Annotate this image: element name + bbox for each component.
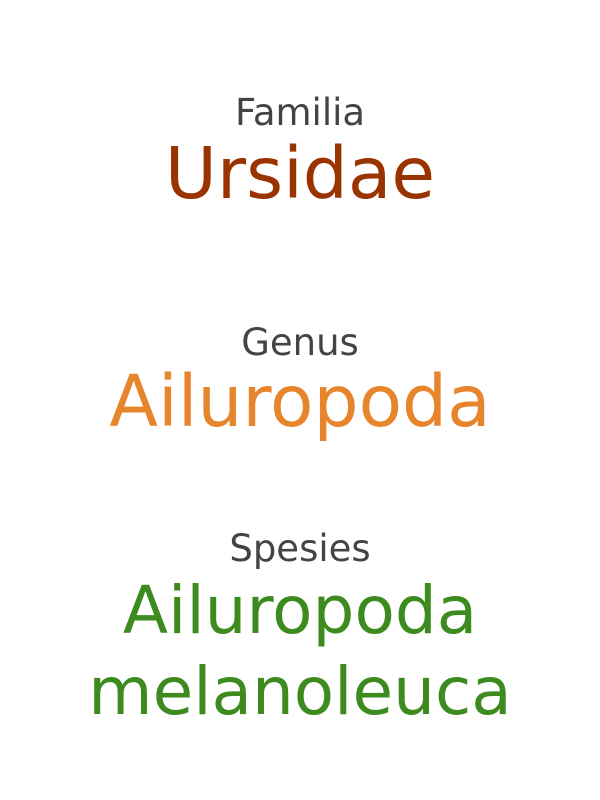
- spesies-name-line2: melanoleuca: [88, 653, 512, 730]
- familia-name: Ursidae: [164, 132, 436, 215]
- spesies-label: Spesies: [229, 527, 371, 570]
- spesies-name-line1: Ailuropoda: [122, 572, 478, 649]
- genus-label: Genus: [241, 321, 359, 364]
- familia-label: Familia: [234, 91, 366, 134]
- genus-name: Ailuropoda: [109, 360, 491, 443]
